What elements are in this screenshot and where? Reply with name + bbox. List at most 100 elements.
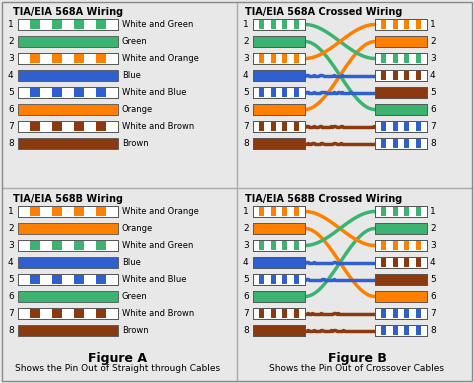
Bar <box>253 87 305 98</box>
Bar <box>294 309 299 318</box>
Bar <box>375 206 427 217</box>
Text: Orange: Orange <box>122 224 153 233</box>
Bar <box>375 308 427 319</box>
Bar <box>18 138 118 149</box>
Bar <box>375 121 427 132</box>
Text: 1: 1 <box>243 207 249 216</box>
Bar <box>375 121 427 132</box>
Bar <box>375 325 427 336</box>
Text: White and Green: White and Green <box>122 20 193 29</box>
Bar <box>375 121 427 132</box>
Bar <box>375 104 427 115</box>
Bar <box>253 308 305 319</box>
Bar <box>52 275 62 284</box>
Bar <box>271 275 275 284</box>
Bar <box>283 207 287 216</box>
Text: Blue: Blue <box>122 258 141 267</box>
Bar <box>381 139 386 148</box>
Bar <box>393 54 398 63</box>
Bar <box>259 275 264 284</box>
Bar <box>381 258 386 267</box>
Bar <box>404 326 409 335</box>
Text: 5: 5 <box>243 275 249 284</box>
Bar <box>271 241 275 250</box>
Bar <box>294 54 299 63</box>
Bar <box>283 241 287 250</box>
Text: Brown: Brown <box>122 139 149 148</box>
Text: 3: 3 <box>8 54 14 63</box>
Bar <box>18 257 118 268</box>
Bar <box>416 326 421 335</box>
Bar <box>375 19 427 30</box>
Bar <box>74 54 84 63</box>
Bar <box>404 20 409 29</box>
Bar <box>29 275 40 284</box>
Bar <box>381 326 386 335</box>
Bar <box>283 309 287 318</box>
Bar <box>283 275 287 284</box>
Bar <box>393 139 398 148</box>
Text: 7: 7 <box>8 309 14 318</box>
Text: 6: 6 <box>8 292 14 301</box>
Bar <box>283 88 287 97</box>
Bar <box>18 240 118 251</box>
Text: 3: 3 <box>430 241 436 250</box>
Text: 5: 5 <box>243 88 249 97</box>
Bar <box>18 291 118 302</box>
Bar <box>294 207 299 216</box>
Bar <box>375 19 427 30</box>
Bar <box>393 20 398 29</box>
Bar <box>416 139 421 148</box>
Bar <box>283 241 287 250</box>
Bar <box>416 309 421 318</box>
Bar <box>253 240 305 251</box>
Bar <box>253 138 305 149</box>
Bar <box>271 309 275 318</box>
Bar <box>253 19 305 30</box>
Text: 8: 8 <box>430 139 436 148</box>
Bar <box>404 122 409 131</box>
Bar <box>375 87 427 98</box>
Bar <box>271 241 275 250</box>
Text: White and Blue: White and Blue <box>122 88 186 97</box>
Bar <box>271 20 275 29</box>
Bar <box>253 121 305 132</box>
Bar <box>259 122 264 131</box>
Bar <box>259 309 264 318</box>
Text: 8: 8 <box>243 326 249 335</box>
Bar <box>375 53 427 64</box>
Bar <box>253 104 305 115</box>
Bar <box>96 54 106 63</box>
Text: White and Brown: White and Brown <box>122 122 194 131</box>
Bar <box>253 325 305 336</box>
Bar <box>271 122 275 131</box>
Bar <box>52 20 62 29</box>
Bar <box>404 207 409 216</box>
Text: 2: 2 <box>8 224 14 233</box>
Bar <box>393 326 398 335</box>
Text: 1: 1 <box>430 207 436 216</box>
Bar <box>294 54 299 63</box>
Bar <box>375 308 427 319</box>
Bar <box>416 326 421 335</box>
Bar <box>253 53 305 64</box>
Bar <box>253 87 305 98</box>
Bar <box>253 70 305 81</box>
Bar <box>29 241 40 250</box>
Bar <box>404 309 409 318</box>
Bar <box>375 70 427 81</box>
Bar <box>253 19 305 30</box>
Bar <box>381 207 386 216</box>
Bar <box>253 291 305 302</box>
Text: 3: 3 <box>8 241 14 250</box>
Text: 6: 6 <box>243 292 249 301</box>
Text: White and Orange: White and Orange <box>122 54 199 63</box>
Bar <box>18 19 118 30</box>
Bar <box>375 138 427 149</box>
Bar <box>253 257 305 268</box>
Bar <box>271 88 275 97</box>
Bar <box>29 309 40 318</box>
Bar <box>381 122 386 131</box>
Bar <box>283 88 287 97</box>
Bar <box>393 207 398 216</box>
